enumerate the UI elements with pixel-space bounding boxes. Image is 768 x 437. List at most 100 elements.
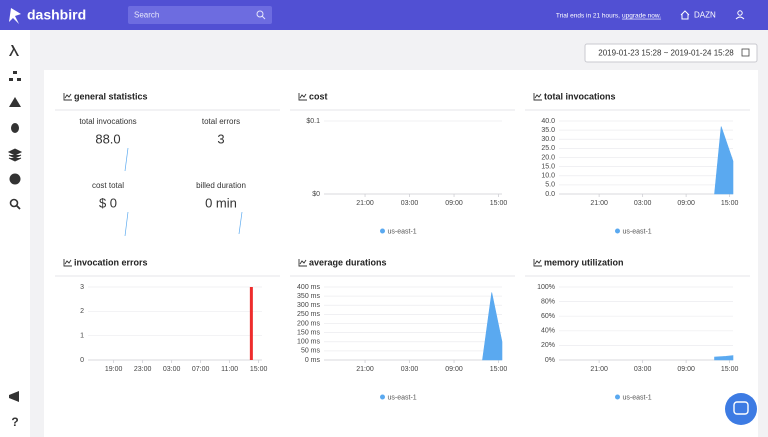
panel-title: general statistics [74,91,148,101]
content-area [44,70,758,437]
panel-icon [533,259,542,267]
logo-icon [9,8,21,24]
x-tick-label: 15:00 [721,366,739,373]
nav-structure [9,78,13,81]
y-tick-label: 100 ms [297,339,320,346]
y-tick-label: 25.0 [541,145,555,152]
panel-icon [298,259,307,267]
x-tick-label: 07:00 [192,366,210,373]
nav-help[interactable]: ? [11,415,18,429]
y-tick-label: 40.0 [541,118,555,125]
area [714,126,734,195]
y-tick-label: 35.0 [541,127,555,134]
upgrade-link[interactable]: upgrade now. [622,13,661,20]
x-tick-label: 03:00 [163,366,181,373]
y-tick-label: $0.1 [306,118,320,125]
y-tick-label: 0% [545,357,555,364]
x-tick-label: 03:00 [401,366,419,373]
y-tick-label: 100% [537,284,555,291]
y-tick-label: 20.0 [541,154,555,161]
y-tick-label: 0 [80,357,84,364]
sparkline [124,147,129,172]
sidebar [0,30,30,437]
date-range-picker[interactable] [584,43,758,63]
nav-alerts[interactable] [9,97,21,107]
x-tick-label: 21:00 [356,366,374,373]
x-tick-label: 21:00 [590,366,608,373]
x-tick-label: 19:00 [105,366,123,373]
x-tick-label: 21:00 [590,200,608,207]
x-tick-label: 03:00 [634,366,652,373]
legend-swatch [615,228,620,234]
y-tick-label: 2 [80,308,84,315]
y-tick-label: 1 [80,333,84,340]
panel-title: total invocations [544,91,616,101]
y-tick-label: 250 ms [297,311,320,318]
search-placeholder: Search [134,11,159,20]
calendar-icon [741,48,750,57]
y-tick-label: 40% [541,328,555,335]
panel-icon [298,93,307,101]
y-tick-label: 60% [541,313,555,320]
nav-structure[interactable] [13,71,17,74]
y-tick-label: 80% [541,298,555,305]
panel-title: cost [309,91,328,101]
nav-play[interactable] [9,173,21,185]
nav-bugs[interactable] [11,123,19,133]
sparkline [124,211,129,237]
y-tick-label: 150 ms [297,329,320,336]
x-tick-label: 15:00 [721,200,739,207]
user-icon [735,16,745,20]
bar [249,287,253,360]
logo[interactable]: dashbird [27,7,86,23]
x-tick-label: 23:00 [134,366,152,373]
legend-swatch [380,394,385,400]
search-box[interactable] [128,6,272,24]
y-tick-label: 20% [541,342,555,349]
nav-layers[interactable] [7,148,23,162]
legend-label: us-east-1 [388,394,417,401]
x-tick-label: 15:00 [490,200,508,207]
legend-swatch [380,228,385,234]
y-tick-label: $0 [312,191,320,198]
x-tick-label: 09:00 [445,200,463,207]
panel-title: average durations [309,257,387,267]
stat-label: billed duration [196,181,246,190]
nav-search[interactable] [9,198,19,208]
x-tick-label: 03:00 [634,200,652,207]
y-tick-label: 15.0 [541,163,555,170]
y-tick-label: 350 ms [297,293,320,300]
stat-value: $ 0 [99,195,117,210]
x-tick-label: 03:00 [401,200,419,207]
legend-label: us-east-1 [623,394,652,401]
y-tick-label: 30.0 [541,136,555,143]
y-tick-label: 5.0 [545,182,555,189]
sparklines [124,147,243,237]
y-tick-label: 50 ms [301,348,321,355]
stat-label: cost total [92,181,124,190]
area [482,292,503,361]
nav-structure [17,78,21,81]
x-tick-label: 09:00 [445,366,463,373]
nav-lambda[interactable] [9,45,19,56]
x-tick-label: 09:00 [677,366,695,373]
sparkline [238,211,243,235]
area [714,355,734,361]
chat-icon [733,401,749,415]
stat-label: total errors [202,117,240,126]
nav-announcements[interactable] [9,391,19,402]
x-tick-label: 21:00 [356,200,374,207]
y-tick-label: 0 ms [305,357,321,364]
stat-value: 0 min [205,195,237,210]
legend-label: us-east-1 [623,228,652,235]
chat-button[interactable] [725,393,757,425]
stat-label: total invocations [79,117,136,126]
search-icon [256,10,264,18]
panel-icon [63,259,72,267]
y-tick-label: 3 [80,284,84,291]
user-icon[interactable] [737,10,743,16]
stat-value: 88.0 [95,131,120,146]
account-name[interactable]: DAZN [694,11,716,20]
